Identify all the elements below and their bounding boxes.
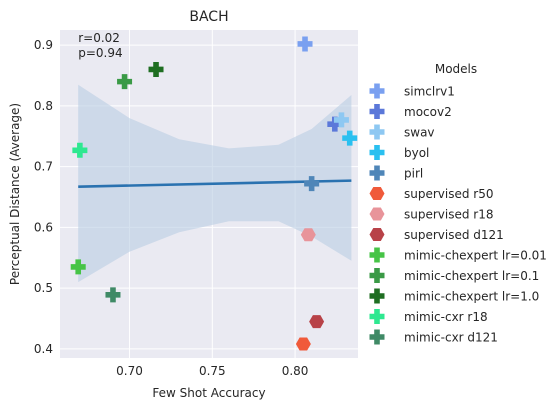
y-tick-label: 0.7 — [34, 160, 53, 174]
legend-marker — [369, 124, 385, 140]
data-points — [70, 36, 358, 351]
legend-entry: swav — [404, 126, 435, 140]
legend-marker — [369, 247, 385, 263]
legend-entry: mimic-chexpert lr=0.1 — [404, 269, 539, 283]
data-point — [105, 287, 121, 303]
legend-entry: mimic-chexpert lr=1.0 — [404, 290, 539, 304]
data-point — [327, 116, 343, 132]
x-tick-labels: 0.70 0.75 0.80 — [116, 364, 308, 378]
y-tick-labels: 0.4 0.5 0.6 0.7 0.8 0.9 — [34, 38, 53, 356]
legend-marker — [369, 268, 385, 283]
y-tick-label: 0.5 — [34, 281, 53, 295]
legend-marker — [369, 329, 385, 345]
data-point — [304, 176, 320, 192]
legend-marker — [369, 83, 385, 99]
x-tick-label: 0.70 — [116, 364, 143, 378]
y-axis-label: Perceptual Distance (Average) — [8, 103, 22, 285]
x-tick-label: 0.80 — [282, 364, 309, 378]
data-point — [70, 259, 86, 275]
legend-marker — [369, 207, 385, 221]
y-tick-label: 0.4 — [34, 342, 53, 356]
legend-entry: mimic-cxr r18 — [404, 310, 488, 324]
annotation-line: p=0.94 — [78, 46, 122, 60]
legend-entry: mocov2 — [404, 105, 452, 119]
legend-entry: pirl — [404, 167, 423, 181]
data-point — [309, 315, 325, 329]
data-point — [72, 142, 88, 158]
legend-marker — [369, 228, 385, 241]
legend-entry: mimic-cxr d121 — [404, 331, 498, 345]
stats-annotation: r=0.02p=0.94 — [78, 31, 122, 60]
y-tick-label: 0.9 — [34, 38, 53, 52]
chart-title: BACH — [189, 9, 228, 25]
data-point — [148, 61, 164, 77]
data-point — [300, 228, 316, 242]
legend-entry: supervised r18 — [404, 208, 494, 222]
legend-marker — [369, 165, 385, 181]
x-tick-label: 0.75 — [199, 364, 226, 378]
data-point — [297, 36, 313, 52]
legend-title: Models — [435, 62, 477, 76]
legend-marker — [369, 187, 385, 200]
annotation-line: r=0.02 — [78, 31, 120, 45]
legend-marker — [369, 309, 385, 324]
legend-marker — [369, 104, 385, 119]
data-point — [342, 130, 358, 146]
data-point — [295, 337, 311, 351]
y-tick-label: 0.6 — [34, 220, 53, 234]
legend-entry: simclrv1 — [404, 85, 455, 99]
legend-entry: supervised r50 — [404, 187, 494, 201]
legend-marker — [369, 145, 385, 160]
y-tick-label: 0.8 — [34, 99, 53, 113]
legend-marker — [369, 288, 385, 304]
legend: Models simclrv1 mocov2 swav byol pirl supervi… — [369, 62, 547, 345]
legend-entry: mimic-chexpert lr=0.01 — [404, 249, 547, 263]
legend-entry: supervised d121 — [404, 228, 504, 242]
legend-entry: byol — [404, 146, 429, 160]
data-point — [333, 112, 349, 128]
x-axis-label: Few Shot Accuracy — [152, 386, 265, 400]
data-point — [117, 74, 133, 90]
